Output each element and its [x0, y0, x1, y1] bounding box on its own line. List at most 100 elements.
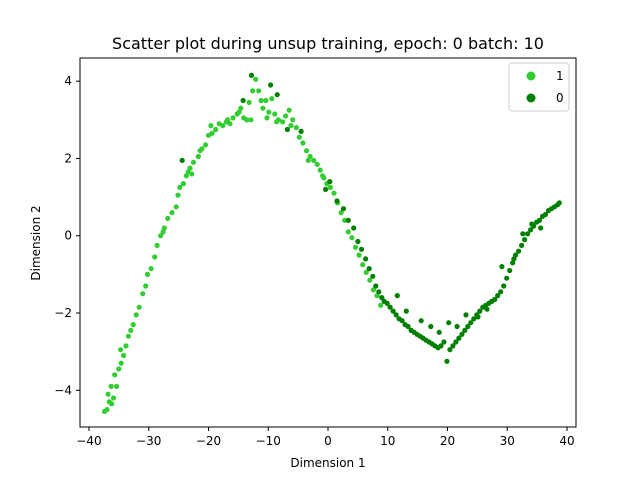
- data-point: [418, 318, 424, 324]
- data-point: [529, 221, 535, 227]
- data-point: [260, 105, 266, 111]
- y-tick-label: 0: [64, 229, 72, 243]
- data-point: [240, 97, 246, 104]
- data-point: [274, 92, 280, 98]
- data-point: [109, 401, 115, 407]
- data-point: [456, 335, 462, 341]
- data-point: [338, 210, 344, 216]
- data-point: [144, 271, 151, 277]
- data-point: [236, 109, 242, 115]
- data-point: [538, 225, 544, 231]
- data-point: [253, 76, 259, 82]
- data-point: [393, 312, 399, 318]
- data-point: [303, 148, 310, 154]
- data-point: [556, 200, 562, 206]
- data-point: [180, 181, 186, 187]
- data-point: [169, 210, 175, 216]
- data-point: [327, 179, 333, 185]
- y-tick-label: 2: [64, 151, 72, 165]
- data-point: [349, 235, 355, 241]
- data-point: [352, 244, 359, 250]
- data-point: [484, 306, 490, 312]
- data-point: [355, 238, 361, 245]
- data-point: [133, 312, 139, 318]
- data-point: [136, 304, 142, 310]
- data-point: [263, 97, 269, 104]
- data-point: [160, 229, 166, 235]
- x-tick-label: −20: [196, 434, 221, 448]
- data-point: [143, 283, 149, 289]
- data-point: [244, 117, 250, 123]
- data-point: [366, 266, 372, 272]
- data-point: [197, 148, 203, 154]
- data-point: [256, 88, 262, 94]
- data-point: [387, 304, 393, 310]
- y-axis-label: Dimension 2: [29, 205, 43, 280]
- data-point: [128, 327, 134, 333]
- data-point: [118, 347, 124, 353]
- data-point: [367, 277, 373, 283]
- data-point: [298, 128, 304, 134]
- data-point: [450, 343, 456, 349]
- data-point: [516, 248, 522, 254]
- data-point: [112, 372, 118, 378]
- data-point: [477, 308, 483, 314]
- data-point: [123, 343, 129, 349]
- data-point: [495, 293, 501, 299]
- data-point: [105, 391, 111, 397]
- data-point: [463, 312, 469, 318]
- data-point: [118, 360, 124, 366]
- data-point: [113, 383, 120, 389]
- data-point: [185, 169, 191, 175]
- data-point: [504, 275, 510, 281]
- data-point: [154, 242, 160, 248]
- data-point: [444, 358, 450, 364]
- x-axis: −40 −30 −20 −10 0 10 20 30 40: [76, 427, 575, 448]
- data-point: [399, 318, 405, 324]
- data-point: [284, 126, 290, 133]
- legend: 1 0: [508, 62, 570, 112]
- chart-title: Scatter plot during unsup training, epoc…: [112, 34, 544, 53]
- data-point: [405, 323, 411, 330]
- data-point: [173, 204, 179, 210]
- data-point: [158, 233, 164, 239]
- data-point: [286, 107, 292, 113]
- data-point: [116, 366, 122, 372]
- data-point: [288, 123, 294, 129]
- data-point: [441, 339, 447, 345]
- data-point: [230, 115, 236, 121]
- x-tick-label: 10: [380, 434, 395, 448]
- data-point: [300, 140, 306, 146]
- data-point: [340, 206, 347, 212]
- data-point: [108, 383, 114, 389]
- data-point: [305, 157, 311, 163]
- data-point: [238, 105, 244, 111]
- y-tick-label: −4: [54, 383, 72, 397]
- data-point: [384, 300, 390, 306]
- data-point: [296, 134, 302, 140]
- data-point: [317, 167, 323, 173]
- data-point: [447, 347, 453, 353]
- data-point: [342, 217, 348, 223]
- x-tick-label: 0: [324, 434, 332, 448]
- y-tick-label: 4: [64, 74, 72, 88]
- data-point: [373, 283, 379, 289]
- data-point: [334, 198, 340, 204]
- data-point: [195, 153, 201, 160]
- legend-label-series-1: 1: [556, 69, 564, 83]
- data-point: [459, 331, 465, 337]
- series-1-points: [101, 76, 384, 415]
- data-point: [331, 190, 337, 196]
- x-tick-label: 40: [559, 434, 574, 448]
- data-point: [492, 296, 498, 303]
- data-point: [152, 254, 158, 260]
- data-point: [528, 227, 534, 233]
- data-point: [248, 72, 255, 78]
- data-point: [438, 343, 444, 349]
- points-layer: [101, 72, 562, 415]
- data-point: [327, 184, 333, 190]
- data-point: [269, 96, 275, 102]
- data-point: [264, 115, 270, 121]
- data-point: [190, 159, 197, 165]
